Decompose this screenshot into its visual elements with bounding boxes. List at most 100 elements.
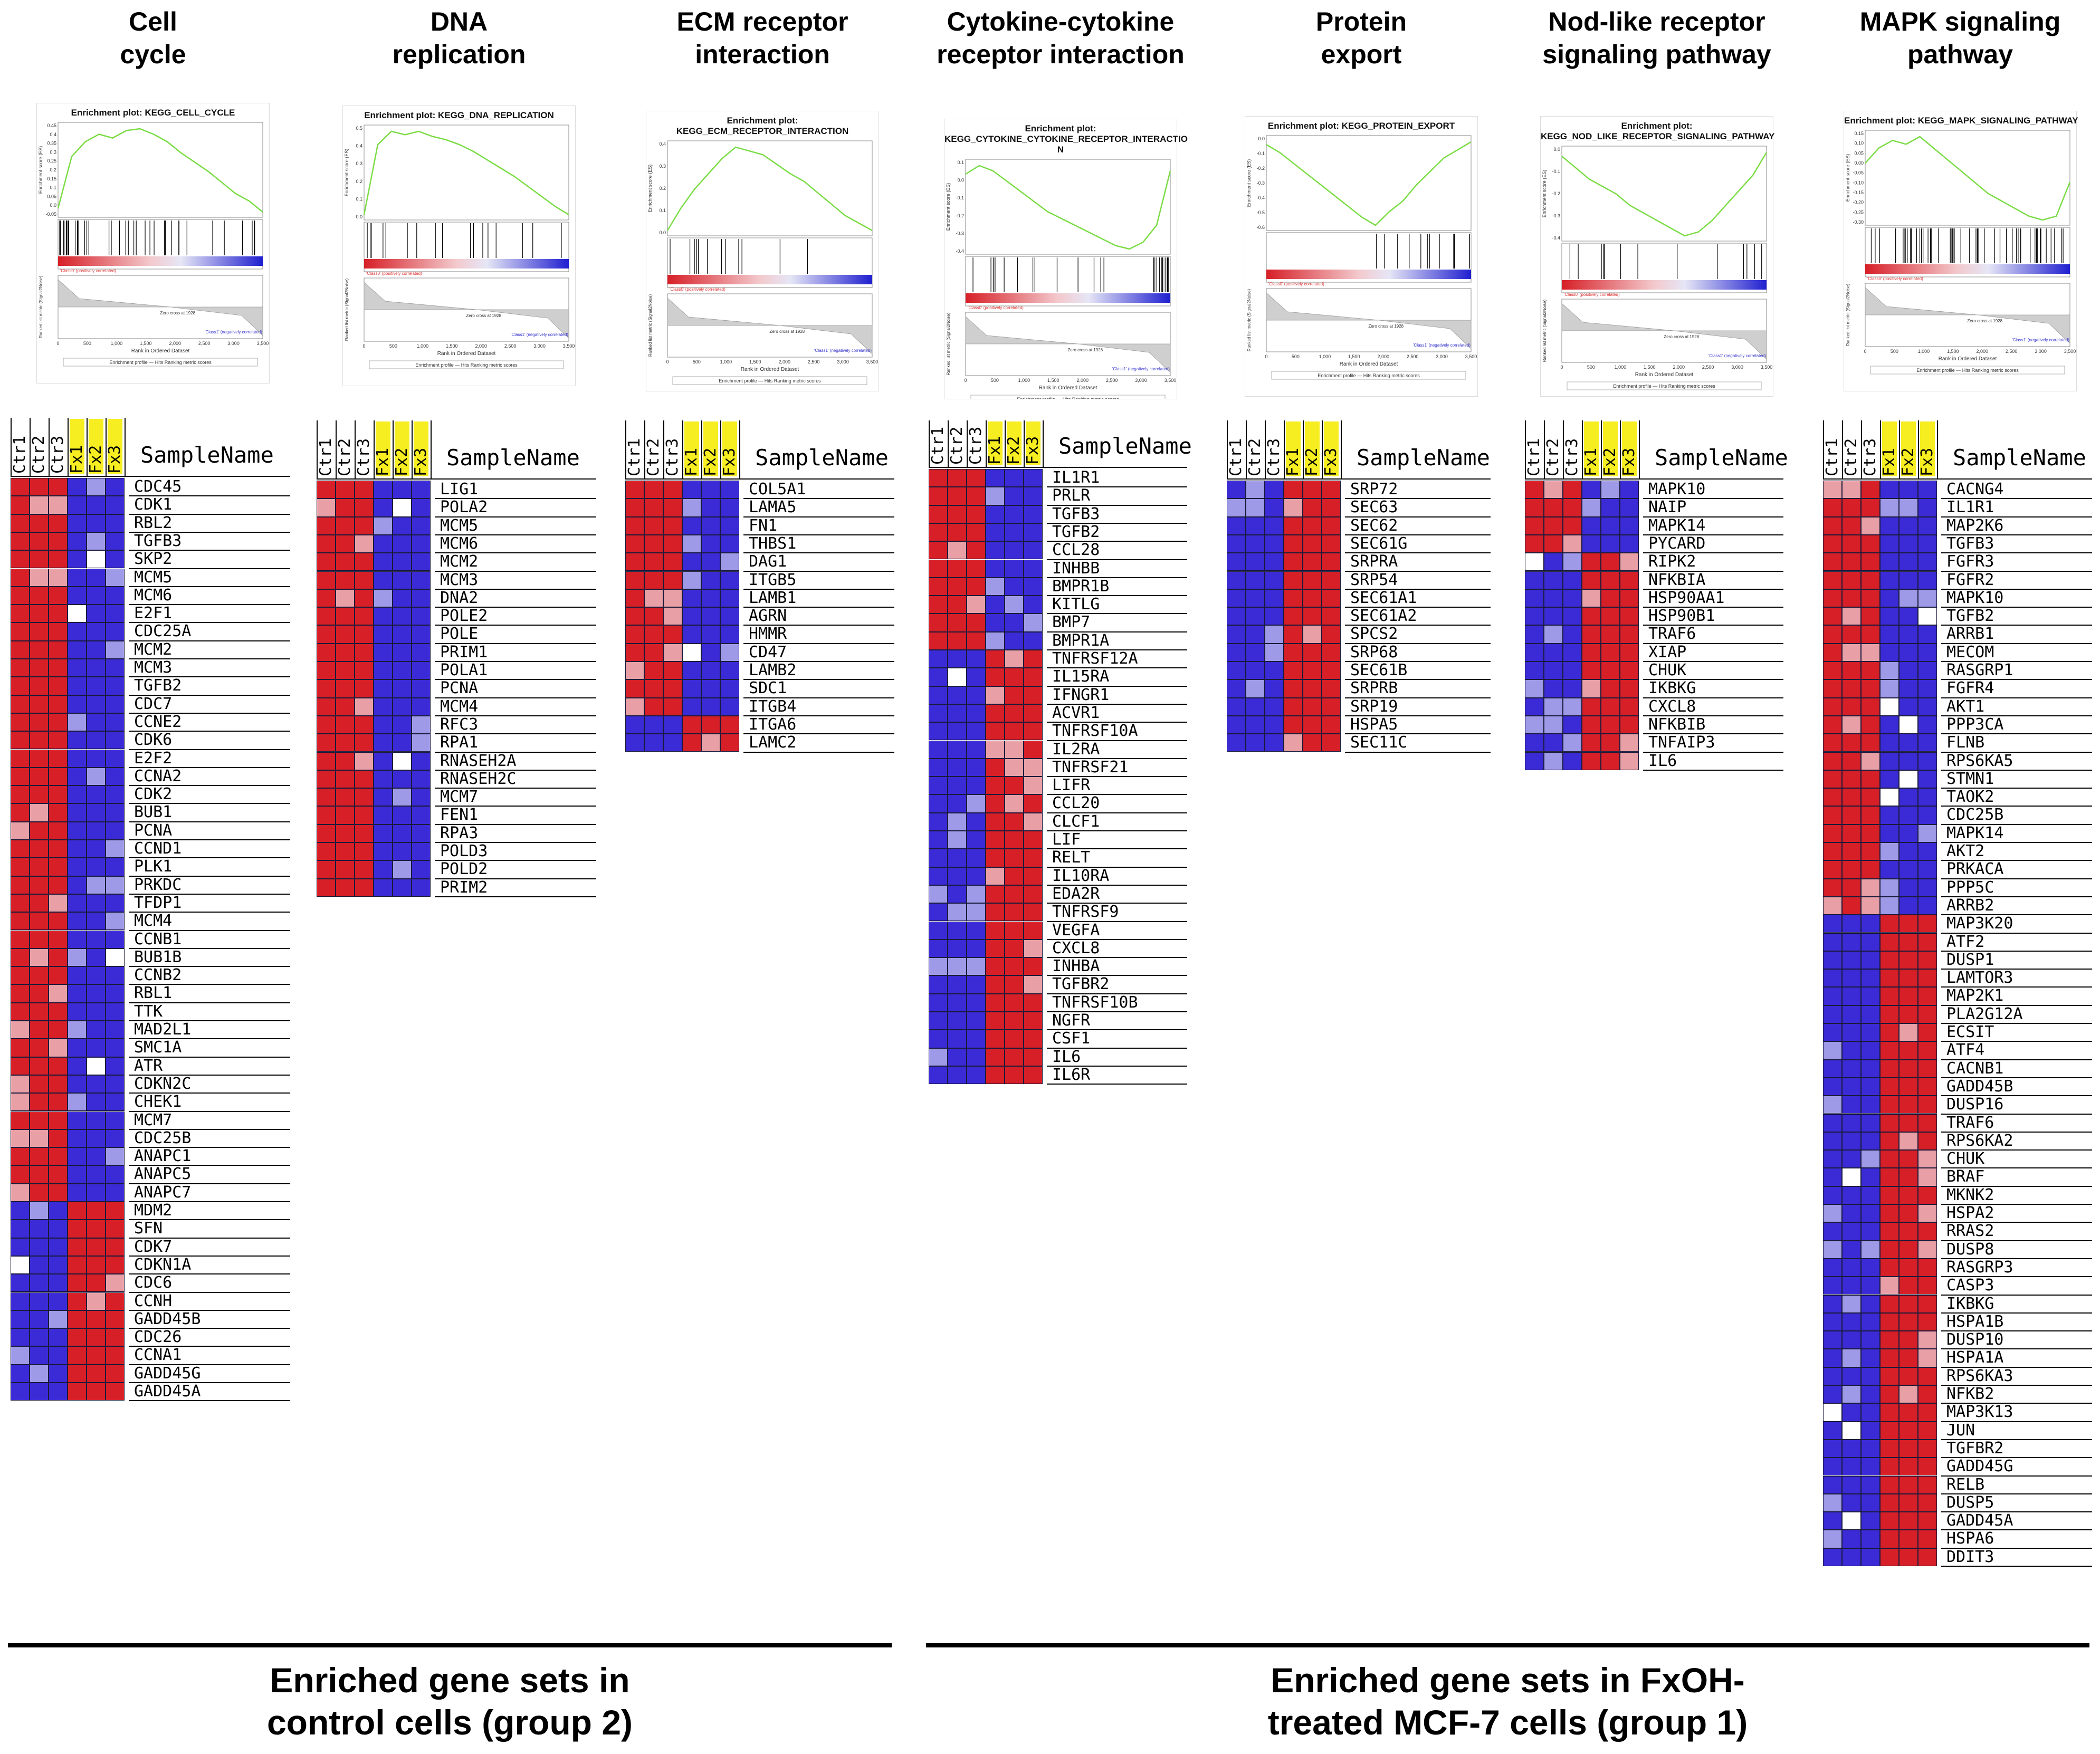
heatmap-cell — [106, 767, 125, 786]
gene-label: LIFR — [1052, 776, 1091, 795]
heatmap-cell — [49, 622, 68, 641]
heatmap-cell — [1227, 715, 1246, 734]
gene-label: CDKN2C — [134, 1074, 192, 1093]
gene-row-rule — [435, 607, 596, 608]
heatmap-cell — [393, 697, 412, 716]
gene-label: TNFRSF21 — [1052, 758, 1129, 777]
gene-label: IL1R1 — [1052, 468, 1100, 487]
heatmap-cell — [1024, 487, 1043, 505]
heatmap-cell — [68, 1274, 87, 1292]
heatmap-cell — [929, 1066, 948, 1085]
gene-row-rule — [1047, 903, 1187, 904]
header-separator — [1563, 420, 1564, 478]
heatmap-cell — [1563, 534, 1582, 553]
gene-label: INHBB — [1052, 559, 1100, 578]
gene-label: CCNE2 — [134, 712, 182, 731]
heatmap-cell — [87, 1364, 106, 1383]
heatmap-cell — [30, 767, 49, 786]
heatmap-cell — [1861, 1403, 1880, 1422]
gene-row-rule — [129, 1110, 290, 1112]
rank-xtick: 500 — [991, 378, 999, 383]
es-ytick: -0.4 — [1552, 235, 1560, 241]
heatmap-cell — [1861, 987, 1880, 1005]
heatmap-cell — [986, 631, 1005, 650]
gene-row-rule — [1345, 552, 1491, 554]
heatmap-cell — [412, 589, 431, 608]
heatmap-cell — [1861, 734, 1880, 752]
gene-label: TNFRSF9 — [1052, 903, 1119, 922]
heatmap-cell — [106, 1202, 125, 1220]
gene-row-rule — [1047, 703, 1187, 705]
heatmap-cell — [1823, 1096, 1842, 1114]
heatmap-cell — [68, 478, 87, 496]
heatmap-cell — [49, 858, 68, 876]
gene-row-rule — [1047, 938, 1187, 940]
heatmap-cell — [68, 640, 87, 659]
gene-label: PPP5C — [1946, 878, 1994, 897]
header-rule — [1227, 478, 1491, 480]
gene-row-rule — [129, 929, 290, 931]
heatmap-cell — [1861, 1204, 1880, 1223]
heatmap-cell — [1842, 1331, 1861, 1349]
gsea-legend-frame — [1567, 381, 1762, 390]
heatmap-cell — [701, 607, 720, 626]
heatmap-cell — [1227, 571, 1246, 589]
gene-label: MAPK14 — [1946, 823, 2004, 842]
gene-label: XIAP — [1648, 643, 1687, 662]
heatmap-cell — [1005, 903, 1024, 922]
gene-label: MAP2K1 — [1946, 986, 2004, 1005]
heatmap-cell — [1823, 824, 1842, 842]
heatmap-cell — [1563, 715, 1582, 734]
heatmap-cell — [1918, 1096, 1937, 1114]
gene-label: BMPR1B — [1052, 577, 1110, 596]
column-header-ctr2: Ctr2 — [1544, 438, 1562, 476]
heatmap-cell — [317, 607, 336, 626]
heatmap-cell — [1842, 1240, 1861, 1259]
heatmap-cell — [1303, 734, 1322, 752]
gene-row-rule — [435, 769, 596, 771]
heatmap-cell — [1265, 516, 1284, 535]
heatmap-cell — [87, 840, 106, 858]
heatmap-cell — [106, 622, 125, 641]
heatmap-cell — [701, 679, 720, 698]
heatmap-cell — [720, 589, 739, 608]
es-ytick: 0.45 — [47, 123, 56, 128]
gsea-title: Enrichment plot: KEGG_MAPK_SIGNALING_PAT… — [1844, 116, 2078, 126]
heatmap-cell — [948, 921, 967, 940]
gene-label: ATF2 — [1946, 932, 1985, 951]
heatmap-cell — [1842, 1204, 1861, 1223]
heatmap-cell — [30, 1093, 49, 1111]
heatmap-cell — [317, 842, 336, 861]
heatmap-cell — [1265, 607, 1284, 626]
heatmap-cell — [1024, 831, 1043, 849]
heatmap-cell — [1582, 607, 1601, 626]
heatmap-cell — [1861, 1331, 1880, 1349]
heatmap-cell — [1861, 1277, 1880, 1295]
heatmap-cell — [967, 704, 986, 723]
heatmap-cell — [644, 571, 663, 589]
heatmap-cell — [1842, 607, 1861, 626]
header-separator — [317, 420, 318, 478]
heatmap-cell — [412, 806, 431, 825]
rank-xtick: 0 — [1265, 354, 1267, 359]
heatmap-cell — [682, 625, 701, 644]
heatmap-cell — [412, 625, 431, 644]
heatmap-cell — [68, 984, 87, 1003]
pos-correlated-label: 'Class0' (positively correlated) — [1564, 292, 1620, 297]
es-ytick: -0.20 — [1853, 200, 1864, 205]
heatmap-cell — [929, 722, 948, 741]
heatmap-cell — [1880, 1475, 1899, 1494]
heatmap-cell — [1227, 662, 1246, 680]
rank-xtick: 0 — [1560, 365, 1563, 370]
heatmap-cell — [87, 912, 106, 931]
heatmap-cell — [87, 821, 106, 840]
gene-row-rule — [129, 984, 290, 985]
gene-row-rule — [1941, 860, 2092, 861]
heatmap-cell — [1823, 715, 1842, 734]
heatmap-cell — [106, 1129, 125, 1148]
heatmap-cell — [701, 625, 720, 644]
heatmap-cell — [1823, 951, 1842, 970]
heatmap-cell — [663, 534, 682, 553]
heatmap-cell — [49, 1111, 68, 1129]
gene-row-rule — [743, 715, 894, 716]
